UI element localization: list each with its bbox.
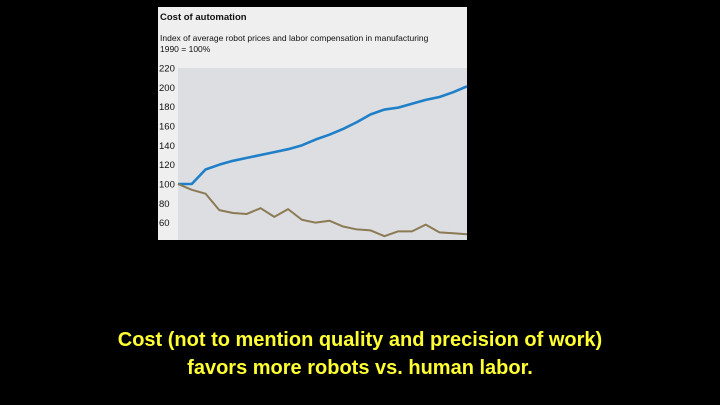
series-line-1	[177, 183, 467, 238]
caption-line-1: Cost (not to mention quality and precisi…	[117, 329, 603, 351]
chart-subtitle: Index of average robot prices and labor …	[160, 33, 428, 55]
y-tick-label: 80	[159, 199, 170, 210]
y-tick-label: 160	[159, 122, 175, 133]
y-tick-label: 220	[159, 64, 175, 75]
plot-area	[178, 68, 467, 240]
y-tick-label: 100	[159, 180, 175, 191]
y-tick-label: 180	[159, 102, 175, 113]
caption-line-2: favors more robots vs. human labor.	[187, 357, 533, 379]
y-tick-label: 60	[159, 218, 170, 229]
chart-figure: 220 200 180 160 140 120 100 80 60 Cost of automa…	[158, 7, 467, 240]
subtitle-base: 1990 = 100%	[160, 44, 211, 54]
slide-caption: Cost (not to mention quality and precisi…	[0, 326, 720, 382]
y-tick-label: 140	[159, 141, 175, 152]
line-chart: 220 200 180 160 140 120 100 80 60	[159, 64, 467, 240]
subtitle-line: Index of average robot prices and labor …	[160, 33, 429, 43]
y-tick-label: 120	[159, 160, 175, 171]
y-tick-label: 200	[159, 83, 175, 94]
chart-title: Cost of automation	[160, 12, 247, 23]
series-line-0	[178, 85, 467, 186]
